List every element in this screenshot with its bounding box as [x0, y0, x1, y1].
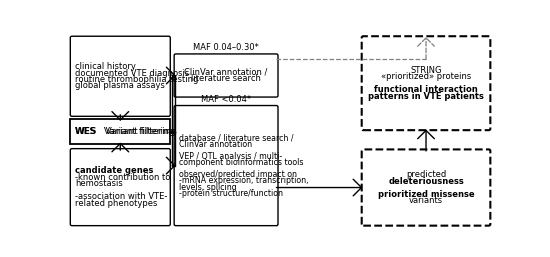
FancyBboxPatch shape: [70, 120, 170, 144]
Text: observed/predicted impact on: observed/predicted impact on: [179, 170, 297, 179]
Text: hemostasis: hemostasis: [75, 179, 123, 188]
Text: clinical history: clinical history: [75, 62, 136, 71]
Text: component bioinformatics tools: component bioinformatics tools: [179, 158, 303, 167]
FancyBboxPatch shape: [70, 149, 170, 226]
Text: MAF <0.04*: MAF <0.04*: [201, 95, 251, 104]
Text: database / literature search /: database / literature search /: [179, 133, 293, 142]
Text: -association with VTE-: -association with VTE-: [75, 192, 167, 201]
FancyBboxPatch shape: [70, 36, 170, 116]
Text: literature search: literature search: [191, 74, 261, 83]
Text: predicted: predicted: [406, 170, 446, 179]
Text: ClinVar annotation /: ClinVar annotation /: [184, 68, 268, 77]
Text: routine thrombophilia testing: routine thrombophilia testing: [75, 75, 199, 84]
Text: -protein structure/function: -protein structure/function: [179, 189, 283, 198]
Text: VEP / QTL analysis / multi-: VEP / QTL analysis / multi-: [179, 152, 282, 161]
FancyBboxPatch shape: [362, 36, 491, 130]
Text: documented VTE diagnosis: documented VTE diagnosis: [75, 69, 189, 78]
Text: deleteriousness: deleteriousness: [388, 177, 464, 186]
Text: -known contribution to: -known contribution to: [75, 173, 170, 182]
FancyBboxPatch shape: [174, 106, 278, 226]
Text: global plasma assays: global plasma assays: [75, 81, 165, 90]
Text: related phenotypes: related phenotypes: [75, 199, 157, 208]
Text: WES   Variant filtering: WES Variant filtering: [75, 127, 174, 136]
Text: «prioritized» proteins: «prioritized» proteins: [381, 72, 471, 81]
Text: WES: WES: [75, 127, 97, 136]
Text: Variant filtering: Variant filtering: [97, 127, 176, 136]
Text: candidate genes: candidate genes: [75, 167, 153, 176]
Text: variants: variants: [409, 196, 443, 205]
Text: prioritized missense: prioritized missense: [378, 189, 474, 198]
FancyBboxPatch shape: [362, 149, 491, 226]
Text: STRING: STRING: [410, 66, 442, 75]
Text: MAF 0.04–0.30*: MAF 0.04–0.30*: [193, 43, 259, 52]
Text: patterns in VTE patients: patterns in VTE patients: [368, 92, 484, 101]
Text: functional interaction: functional interaction: [374, 85, 478, 94]
FancyBboxPatch shape: [174, 54, 278, 97]
Text: ClinVar annotation: ClinVar annotation: [179, 140, 252, 149]
Text: levels, splicing: levels, splicing: [179, 182, 236, 192]
Text: -mRNA expression, transcription,: -mRNA expression, transcription,: [179, 177, 309, 186]
